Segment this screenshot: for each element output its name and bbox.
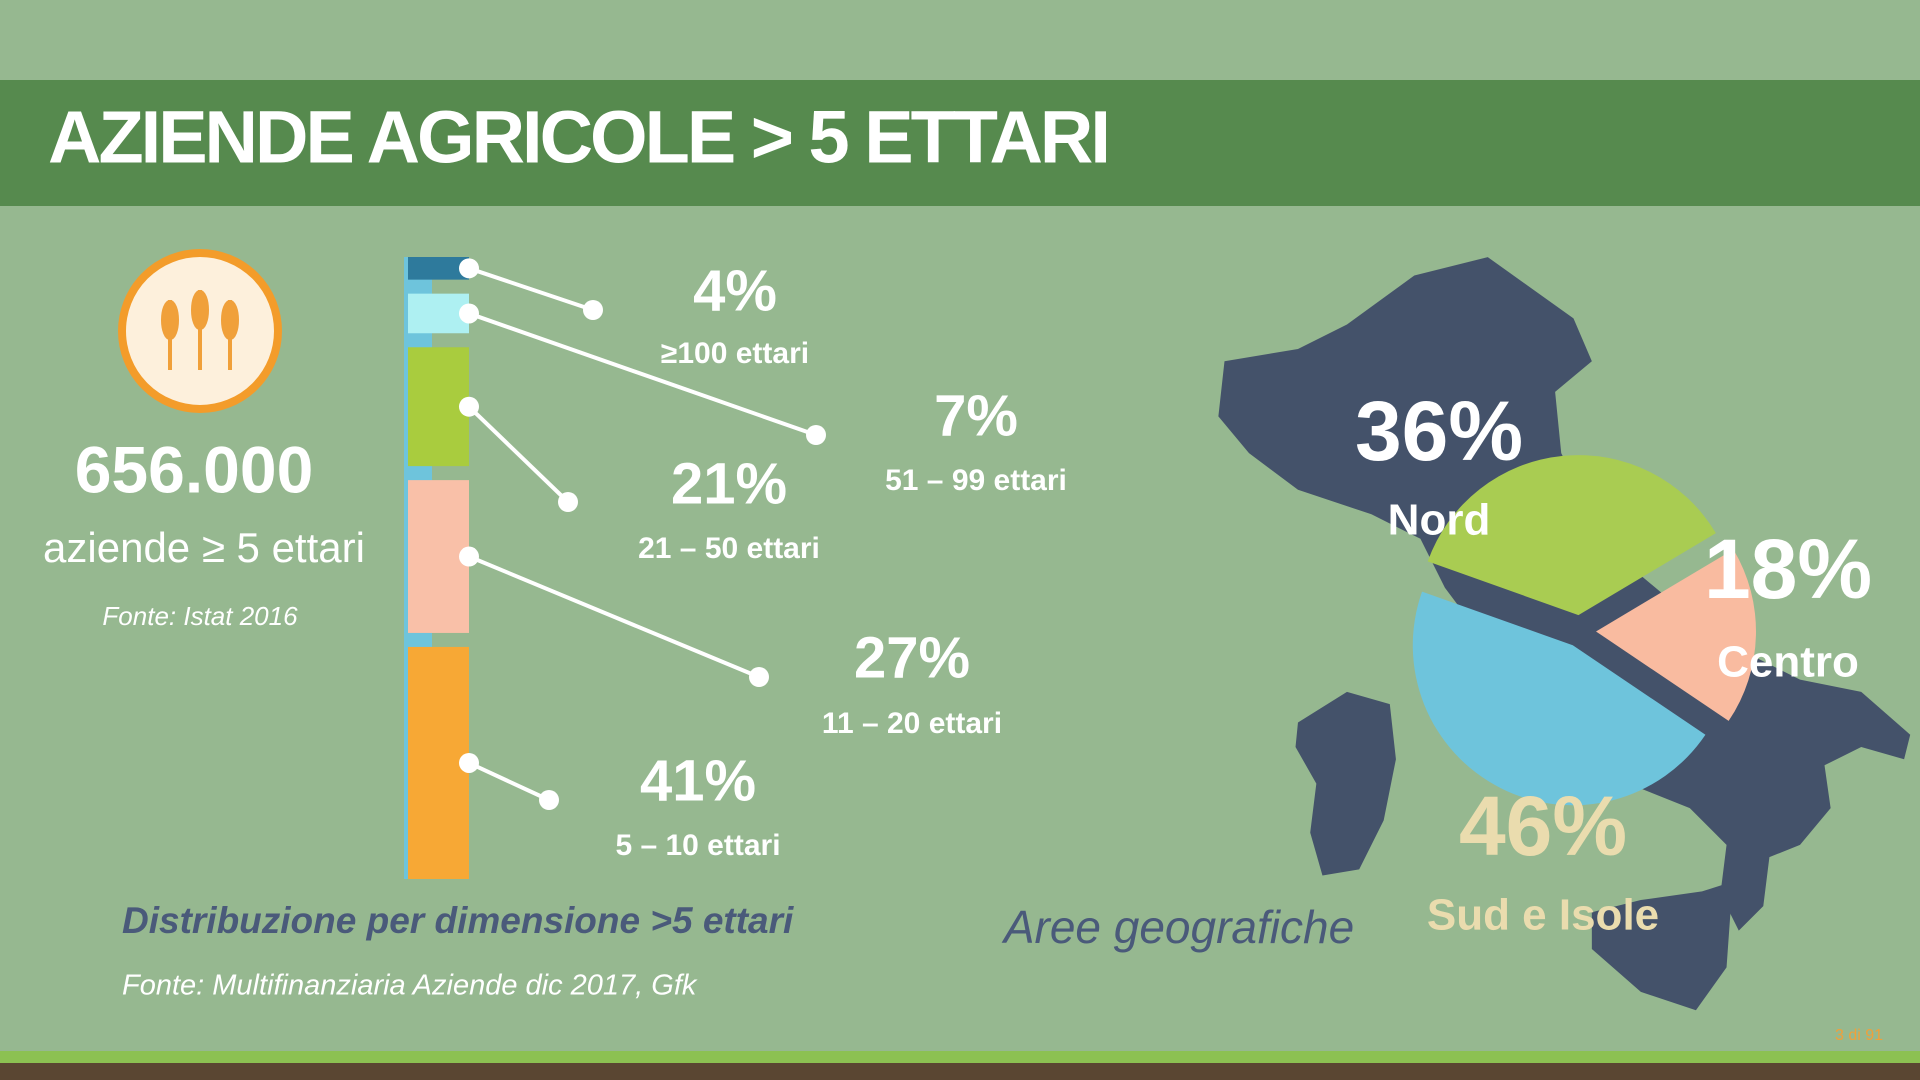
bar-chart-title: Distribuzione per dimensione >5 ettari	[122, 900, 794, 941]
category-label: 21 – 50 ettari	[638, 532, 820, 565]
connector-dot	[749, 667, 769, 687]
bar-segment	[408, 480, 469, 633]
connector-dot	[583, 300, 603, 320]
pie-slice	[1412, 591, 1706, 806]
value-label: 7%	[934, 383, 1018, 448]
pie-slice	[1595, 549, 1756, 721]
category-label: 11 – 20 ettari	[822, 707, 1002, 740]
connector-dot	[459, 546, 479, 567]
value-label: 27%	[854, 625, 970, 690]
header-band	[0, 80, 1920, 206]
connector-dot	[459, 396, 479, 417]
category-label: Sud e Isole	[1427, 891, 1659, 940]
wheat-icon	[161, 290, 239, 370]
value-label: 4%	[693, 258, 777, 323]
bar-segment	[408, 646, 469, 879]
bar-segment	[408, 257, 469, 280]
connector	[467, 405, 570, 504]
bar-segment	[408, 347, 469, 467]
connector-dot	[558, 492, 578, 512]
value-label: 21%	[671, 451, 787, 516]
connector	[468, 554, 760, 679]
stacked-bar-chart: 41% 5 – 10 ettari 27% 11 – 20 ettari 21% 21 –…	[408, 257, 1067, 879]
title: AZIENDE AGRICOLE > 5 ETTARI	[48, 96, 1108, 179]
connector-dot	[459, 303, 479, 324]
category-label: Centro	[1717, 638, 1859, 687]
connector	[468, 311, 817, 437]
ground	[0, 1063, 1920, 1080]
value-label: 41%	[640, 748, 756, 813]
summary-label: aziende ≥ 5 ettari	[43, 524, 365, 571]
pie-chart: 36% Nord 18% Centro 46% Sud e Isole	[1355, 384, 1872, 939]
category-label: 5 – 10 ettari	[615, 829, 780, 862]
connector	[468, 761, 550, 802]
value-label: 46%	[1459, 779, 1627, 873]
value-label: 18%	[1704, 522, 1872, 616]
bar-chart-source: Fonte: Multifinanziaria Aziende dic 2017…	[122, 970, 698, 1002]
category-label: 51 – 99 ettari	[885, 464, 1067, 497]
pie-chart-title: Aree geografiche	[1001, 901, 1354, 953]
summary-value: 656.000	[75, 432, 314, 506]
category-label: Nord	[1388, 496, 1491, 545]
connector-dot	[459, 258, 479, 279]
value-label: 36%	[1355, 384, 1523, 478]
connector-dot	[806, 425, 826, 445]
summary-source: Fonte: Istat 2016	[102, 601, 298, 631]
connector-dot	[539, 790, 559, 810]
category-label: ≥100 ettari	[661, 337, 809, 370]
connector-dot	[459, 752, 479, 773]
bar-segment	[408, 293, 469, 334]
connector	[468, 266, 594, 312]
page-number: 3 di 91	[1835, 1027, 1883, 1044]
grass	[0, 1051, 1920, 1063]
pie-slice	[1427, 455, 1716, 616]
